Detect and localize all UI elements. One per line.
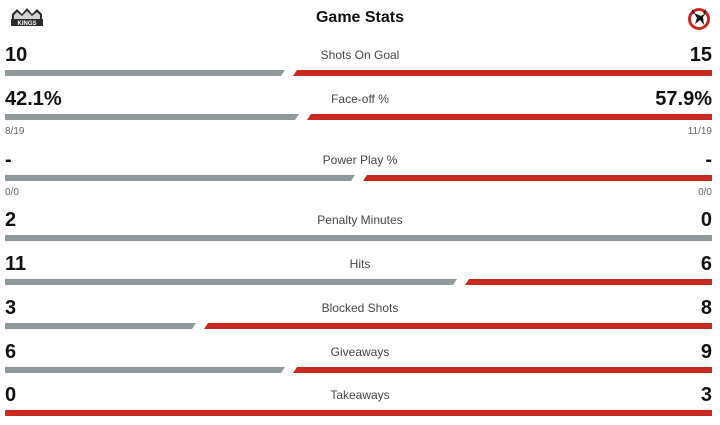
la-kings-logo-icon: KINGS (11, 8, 43, 27)
home-value: 10 (5, 44, 28, 66)
stat-label: Takeaways (330, 388, 390, 402)
away-bar (465, 279, 712, 285)
stat-label: Hits (349, 257, 371, 271)
page-title: Game Stats (315, 9, 405, 26)
away-value: 9 (700, 341, 712, 363)
away-value: - (705, 149, 712, 171)
home-bar (5, 279, 457, 285)
home-bar (5, 70, 285, 76)
away-bar (293, 367, 712, 373)
away-bar (204, 323, 712, 329)
home-value: 2 (5, 209, 17, 231)
home-bar (5, 114, 299, 120)
home-value: - (5, 149, 12, 171)
home-value: 42.1% (5, 88, 62, 110)
stat-label: Penalty Minutes (317, 213, 403, 227)
away-value: 0 (700, 209, 712, 231)
comparison-bar (5, 175, 712, 181)
away-value: 3 (700, 384, 712, 406)
comparison-bar (5, 70, 712, 76)
stat-label: Blocked Shots (321, 301, 399, 315)
home-bar (5, 323, 196, 329)
comparison-bar (5, 367, 712, 373)
stat-label: Shots On Goal (320, 48, 400, 62)
comparison-bar (5, 114, 712, 120)
stat-label: Power Play % (322, 153, 398, 167)
away-bar (5, 410, 712, 416)
away-subvalue: 11/19 (687, 126, 712, 137)
home-value: 6 (5, 341, 17, 363)
home-value: 0 (5, 384, 17, 406)
comparison-bar (5, 323, 712, 329)
away-value: 6 (700, 253, 712, 275)
away-bar (293, 70, 712, 76)
home-bar (5, 235, 712, 241)
home-value: 3 (5, 297, 17, 319)
home-bar (5, 367, 285, 373)
away-bar (363, 175, 712, 181)
comparison-bar (5, 410, 712, 416)
stat-label: Face-off % (331, 92, 389, 106)
home-subvalue: 0/0 (5, 187, 19, 198)
home-bar (5, 175, 355, 181)
nj-devils-logo-icon (688, 8, 710, 30)
kings-logo-text: KINGS (17, 21, 36, 27)
home-value: 11 (5, 253, 27, 275)
away-bar (307, 114, 712, 120)
game-stats-header: KINGS Game Stats (0, 0, 720, 38)
away-value: 15 (689, 44, 712, 66)
stat-label: Giveaways (330, 345, 390, 359)
away-value: 57.9% (655, 88, 712, 110)
comparison-bar (5, 235, 712, 241)
away-subvalue: 0/0 (698, 187, 712, 198)
comparison-bar (5, 279, 712, 285)
home-subvalue: 8/19 (5, 126, 25, 137)
away-value: 8 (700, 297, 712, 319)
